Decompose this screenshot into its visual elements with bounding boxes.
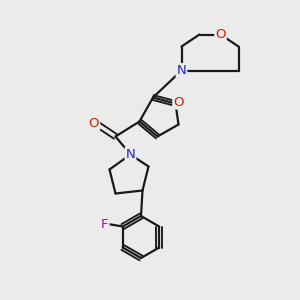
Text: F: F xyxy=(101,218,109,231)
Text: N: N xyxy=(126,148,135,161)
Text: O: O xyxy=(215,28,226,41)
Text: O: O xyxy=(173,95,184,109)
Text: N: N xyxy=(177,64,186,77)
Text: O: O xyxy=(89,116,99,130)
